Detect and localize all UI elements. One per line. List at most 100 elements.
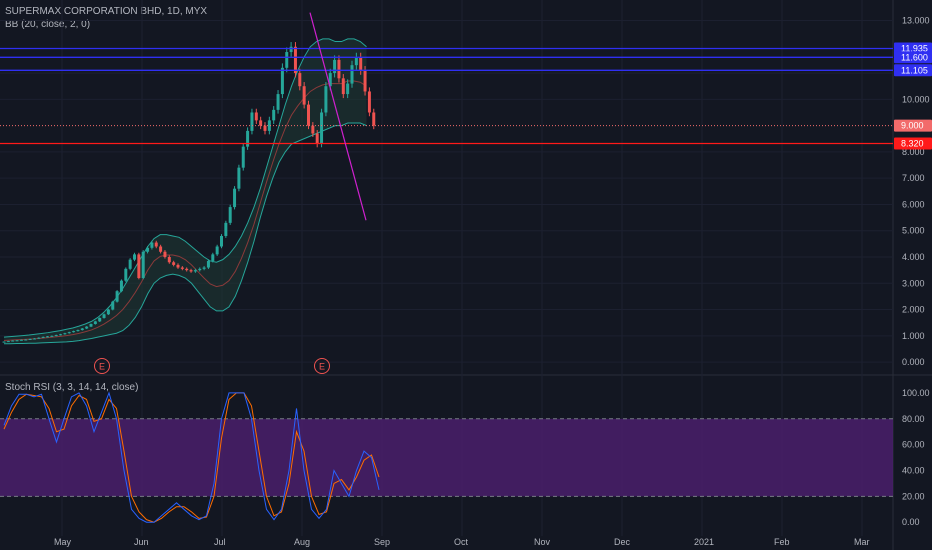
candle-body bbox=[250, 112, 254, 131]
stoch-tick-label: 40.00 bbox=[902, 466, 925, 476]
candle-body bbox=[93, 321, 97, 325]
candle-body bbox=[202, 267, 206, 269]
candle-body bbox=[119, 280, 123, 292]
price-tick-label: 0.000 bbox=[902, 357, 925, 367]
stoch-tick-label: 80.00 bbox=[902, 414, 925, 424]
candle-body bbox=[67, 332, 71, 334]
price-tick-label: 10.000 bbox=[902, 94, 930, 104]
candle-body bbox=[241, 146, 245, 168]
candle-body bbox=[285, 52, 289, 68]
candle-body bbox=[80, 328, 84, 331]
level-price-label: 11.600 bbox=[901, 52, 928, 62]
bb-upper-line bbox=[3, 38, 367, 338]
candle-body bbox=[298, 73, 302, 87]
candle-body bbox=[176, 264, 180, 268]
candle-body bbox=[367, 91, 371, 113]
candle-body bbox=[111, 301, 115, 310]
price-tick-label: 5.000 bbox=[902, 226, 925, 236]
candle-body bbox=[146, 247, 150, 252]
level-price-label: 8.320 bbox=[901, 138, 924, 148]
price-tick-label: 7.000 bbox=[902, 173, 925, 183]
candle-body bbox=[89, 324, 93, 327]
candle-body bbox=[185, 268, 189, 271]
candle-body bbox=[337, 59, 341, 79]
candle-body bbox=[267, 120, 271, 131]
candle-body bbox=[76, 330, 80, 332]
candle-body bbox=[246, 130, 250, 147]
candle-body bbox=[354, 57, 358, 66]
earnings-marker bbox=[314, 358, 330, 374]
candle-body bbox=[102, 314, 106, 318]
level-price-label: 11.935 bbox=[901, 43, 928, 53]
bb-lower-line bbox=[4, 122, 367, 345]
stoch-d-line bbox=[3, 392, 380, 523]
stoch-indicator-label[interactable]: Stoch RSI (3, 3, 14, 14, close) bbox=[5, 382, 139, 393]
candle-body bbox=[106, 309, 110, 315]
level-price-badge bbox=[894, 137, 932, 150]
time-axis-label: Dec bbox=[614, 537, 631, 547]
earnings-marker-label: E bbox=[99, 362, 105, 372]
candle-body bbox=[46, 336, 49, 338]
symbol-title: SUPERMAX CORPORATION BHD, 1D, MYX bbox=[5, 6, 208, 17]
bb-fill bbox=[4, 38, 367, 344]
level-price-badge bbox=[894, 51, 932, 64]
candle-body bbox=[311, 125, 315, 134]
price-tick-label: 1.000 bbox=[902, 331, 925, 341]
stoch-tick-label: 20.00 bbox=[902, 491, 925, 501]
price-tick-label: 3.000 bbox=[902, 278, 925, 288]
candle-body bbox=[37, 337, 41, 339]
candle-body bbox=[328, 73, 332, 87]
candle-body bbox=[167, 257, 171, 263]
candle-body bbox=[254, 112, 258, 121]
candle-body bbox=[276, 94, 280, 110]
candle-body bbox=[198, 268, 202, 271]
stoch-tick-label: 100.00 bbox=[902, 388, 930, 398]
candle-body bbox=[163, 251, 167, 258]
candle-body bbox=[6, 341, 10, 343]
bb-indicator-label[interactable]: BB (20, close, 2, 0) bbox=[5, 19, 91, 30]
level-price-label: 11.105 bbox=[901, 65, 928, 75]
candle-body bbox=[172, 262, 176, 265]
candle-body bbox=[320, 112, 324, 145]
time-axis-label: Feb bbox=[774, 537, 790, 547]
candle-body bbox=[346, 83, 350, 95]
candle-body bbox=[63, 333, 67, 335]
candle-body bbox=[289, 46, 293, 53]
candle-body bbox=[11, 340, 15, 342]
candle-body bbox=[333, 59, 337, 74]
candle-body bbox=[363, 70, 367, 92]
candle-body bbox=[228, 207, 232, 223]
time-axis-label: Nov bbox=[534, 537, 551, 547]
time-axis-label: Sep bbox=[374, 537, 390, 547]
time-axis-label: May bbox=[54, 537, 72, 547]
candle-body bbox=[128, 259, 132, 269]
candle-body bbox=[115, 291, 119, 302]
candle-body bbox=[154, 242, 158, 247]
candle-body bbox=[237, 167, 241, 189]
price-tick-label: 4.000 bbox=[902, 252, 925, 262]
candle-body bbox=[137, 254, 141, 279]
time-axis-label: 2021 bbox=[694, 537, 714, 547]
candle-body bbox=[359, 57, 363, 71]
candle-body bbox=[324, 86, 328, 113]
candle-body bbox=[263, 125, 267, 131]
candle-body bbox=[98, 317, 102, 322]
candle-body bbox=[24, 339, 28, 341]
candle-body bbox=[189, 270, 193, 272]
time-axis-label: Jun bbox=[134, 537, 149, 547]
price-tick-label: 6.000 bbox=[902, 199, 925, 209]
price-tick-label: 13.000 bbox=[902, 16, 930, 26]
stoch-band bbox=[0, 418, 893, 497]
candle-body bbox=[28, 338, 32, 340]
candle-body bbox=[54, 335, 58, 337]
candle-body bbox=[133, 254, 136, 260]
earnings-marker-label: E bbox=[319, 362, 325, 372]
candle-body bbox=[32, 338, 36, 340]
price-tick-label: 2.000 bbox=[902, 305, 925, 315]
candle-body bbox=[180, 267, 184, 269]
time-axis-label: Jul bbox=[214, 537, 226, 547]
price-tick-label: 8.000 bbox=[902, 147, 925, 157]
candle-body bbox=[206, 260, 210, 268]
candle-body bbox=[259, 120, 263, 126]
